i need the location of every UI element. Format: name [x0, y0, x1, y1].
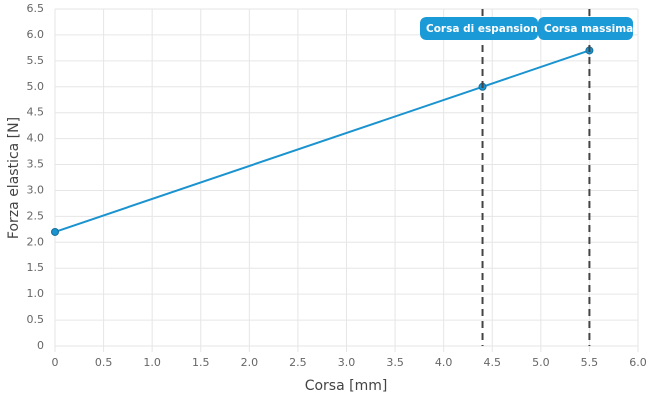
- data-point: [51, 227, 59, 236]
- y-tick-label: 6.0: [27, 28, 45, 41]
- annotation-label: Corsa massima: [538, 17, 633, 40]
- x-tick-label: 0: [52, 356, 59, 369]
- y-tick-label: 0: [37, 339, 44, 352]
- annotation-text: Corsa massima: [544, 23, 633, 35]
- y-tick-label: 4.0: [27, 132, 45, 145]
- x-tick-label: 2.5: [289, 356, 307, 369]
- y-tick-label: 0.5: [27, 313, 45, 326]
- y-tick-label: 2.0: [27, 235, 45, 248]
- x-tick-label: 2.0: [241, 356, 259, 369]
- x-tick-label: 4.0: [435, 356, 453, 369]
- x-tick-label: 4.5: [484, 356, 502, 369]
- y-tick-label: 1.0: [27, 287, 45, 300]
- y-tick-label: 5.0: [27, 80, 45, 93]
- y-tick-label: 3.0: [27, 183, 45, 196]
- x-tick-label: 1.0: [143, 356, 161, 369]
- x-axis-title: Corsa [mm]: [305, 378, 388, 394]
- x-tick-label: 6.0: [629, 356, 647, 369]
- x-tick-label: 5.0: [532, 356, 550, 369]
- x-tick-label: 0.5: [95, 356, 113, 369]
- annotation-box: [538, 17, 633, 40]
- annotation-text: Corsa di espansione: [426, 23, 545, 35]
- y-tick-label: 5.5: [27, 54, 45, 67]
- annotation-label: Corsa di espansione: [420, 17, 545, 40]
- y-axis-title: Forza elastica [N]: [6, 117, 22, 239]
- data-line: [54, 49, 590, 233]
- y-tick-label: 2.5: [27, 209, 45, 222]
- x-tick-label: 5.5: [581, 356, 599, 369]
- x-tick-label: 1.5: [192, 356, 210, 369]
- y-tick-label: 6.5: [27, 2, 45, 15]
- x-tick-label: 3.5: [386, 356, 404, 369]
- y-tick-label: 1.5: [27, 261, 45, 274]
- annotation-box: [420, 17, 538, 40]
- x-tick-label: 3.0: [338, 356, 356, 369]
- y-tick-label: 3.5: [27, 158, 45, 171]
- y-tick-label: 4.5: [27, 106, 45, 119]
